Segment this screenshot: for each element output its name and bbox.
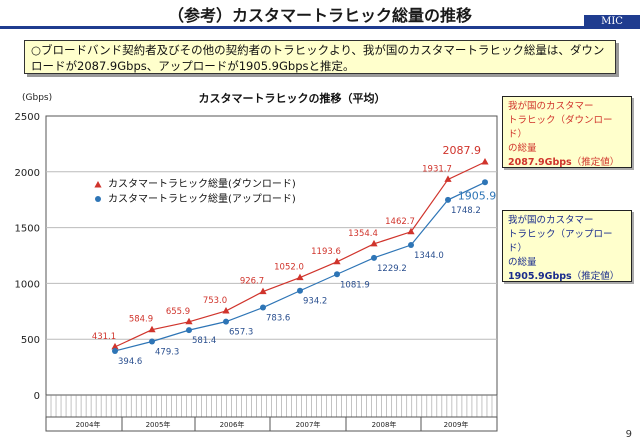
upload-point <box>297 287 303 294</box>
title-underline <box>0 26 640 29</box>
upload-data-label: 1229.2 <box>377 264 407 274</box>
download-point <box>370 239 378 247</box>
download-point <box>222 306 230 314</box>
upload-data-label: 657.3 <box>229 328 253 338</box>
y-axis-label: (Gbps) <box>22 93 52 103</box>
download-data-label: 1052.0 <box>274 263 304 273</box>
download-data-label: 1462.7 <box>385 217 415 227</box>
upload-callout-note: （推定値） <box>571 271 620 282</box>
download-callout-line2: トラヒック（ダウンロード） <box>508 115 613 140</box>
upload-data-label: 1905.9 <box>458 189 497 202</box>
upload-callout-value: 1905.9Gbps <box>508 271 572 282</box>
upload-data-label: 479.3 <box>155 348 179 358</box>
upload-point <box>482 179 488 186</box>
legend-download-label: カスタマートラヒック総量(ダウンロード) <box>108 177 296 190</box>
download-data-label: 584.9 <box>129 315 153 325</box>
x-year-label: 2008年 <box>372 420 397 429</box>
upload-callout-line3: の総量 <box>508 257 537 268</box>
upload-data-label: 1748.2 <box>451 206 481 216</box>
upload-callout: 我が国のカスタマー トラヒック（アップロード） の総量 1905.9Gbps（推… <box>502 210 632 282</box>
download-point <box>185 317 193 325</box>
download-data-label: 926.7 <box>240 277 264 287</box>
download-point <box>333 257 341 265</box>
download-callout-line3: の総量 <box>508 143 537 154</box>
upload-point <box>223 318 229 325</box>
y-tick-label: 0 <box>34 391 40 402</box>
x-axis-year-band <box>45 416 498 432</box>
chart-title: カスタマートラヒックの推移（平均） <box>199 91 386 105</box>
upload-point <box>408 242 414 249</box>
legend-upload-marker <box>95 196 101 202</box>
legend-upload-label: カスタマートラヒック総量(アップロード) <box>108 192 296 205</box>
x-year-label: 2009年 <box>444 420 469 429</box>
download-data-label: 655.9 <box>166 307 190 317</box>
x-year-label: 2007年 <box>296 420 321 429</box>
download-callout-line1: 我が国のカスタマー <box>508 101 594 112</box>
upload-point <box>112 347 118 354</box>
download-callout-note: （推定値） <box>571 157 620 168</box>
download-data-label: 1193.6 <box>311 247 341 257</box>
upload-data-label: 394.6 <box>118 357 142 367</box>
upload-point <box>260 304 266 311</box>
x-year-label: 2004年 <box>76 420 101 429</box>
download-point <box>444 175 452 182</box>
upload-data-label: 581.4 <box>192 336 216 346</box>
download-point <box>111 342 119 350</box>
upload-point <box>371 254 377 261</box>
plot-area <box>45 115 498 396</box>
y-tick-label: 500 <box>21 335 40 346</box>
upload-point <box>445 196 451 203</box>
upload-callout-line2: トラヒック（アップロード） <box>508 229 613 254</box>
download-data-label: 1931.7 <box>422 164 452 174</box>
upload-data-label: 1344.0 <box>414 251 444 261</box>
mic-badge: MIC <box>584 15 640 29</box>
download-data-label: 753.0 <box>203 296 227 306</box>
download-data-label: 1354.4 <box>348 229 378 239</box>
y-tick-label: 2500 <box>15 112 40 123</box>
slide-title: （参考）カスタマートラヒック総量の推移 <box>167 6 472 25</box>
download-point <box>481 157 489 165</box>
download-point <box>148 325 156 333</box>
download-point <box>407 227 415 235</box>
upload-data-label: 934.2 <box>303 297 327 307</box>
x-year-label: 2006年 <box>220 420 245 429</box>
y-tick-label: 1000 <box>15 279 40 290</box>
download-callout-value: 2087.9Gbps <box>508 157 572 168</box>
download-data-label: 2087.9 <box>443 144 482 157</box>
page-number: 9 <box>625 429 632 440</box>
legend-download-marker <box>94 181 102 188</box>
download-point <box>296 273 304 281</box>
upload-callout-line1: 我が国のカスタマー <box>508 215 594 226</box>
y-tick-label: 1500 <box>15 224 40 235</box>
upload-data-label: 783.6 <box>266 314 290 324</box>
y-tick-label: 2000 <box>15 168 40 179</box>
download-point <box>259 287 267 295</box>
download-data-label: 431.1 <box>92 332 116 342</box>
download-callout: 我が国のカスタマー トラヒック（ダウンロード） の総量 2087.9Gbps（推… <box>502 96 632 168</box>
upload-point <box>149 338 155 345</box>
upload-data-label: 1081.9 <box>340 280 370 290</box>
upload-point <box>334 271 340 278</box>
x-year-label: 2005年 <box>146 420 171 429</box>
summary-box: ○ブロードバンド契約者及びその他の契約者のトラヒックより、我が国のカスタマートラ… <box>24 40 616 74</box>
upload-point <box>186 327 192 334</box>
